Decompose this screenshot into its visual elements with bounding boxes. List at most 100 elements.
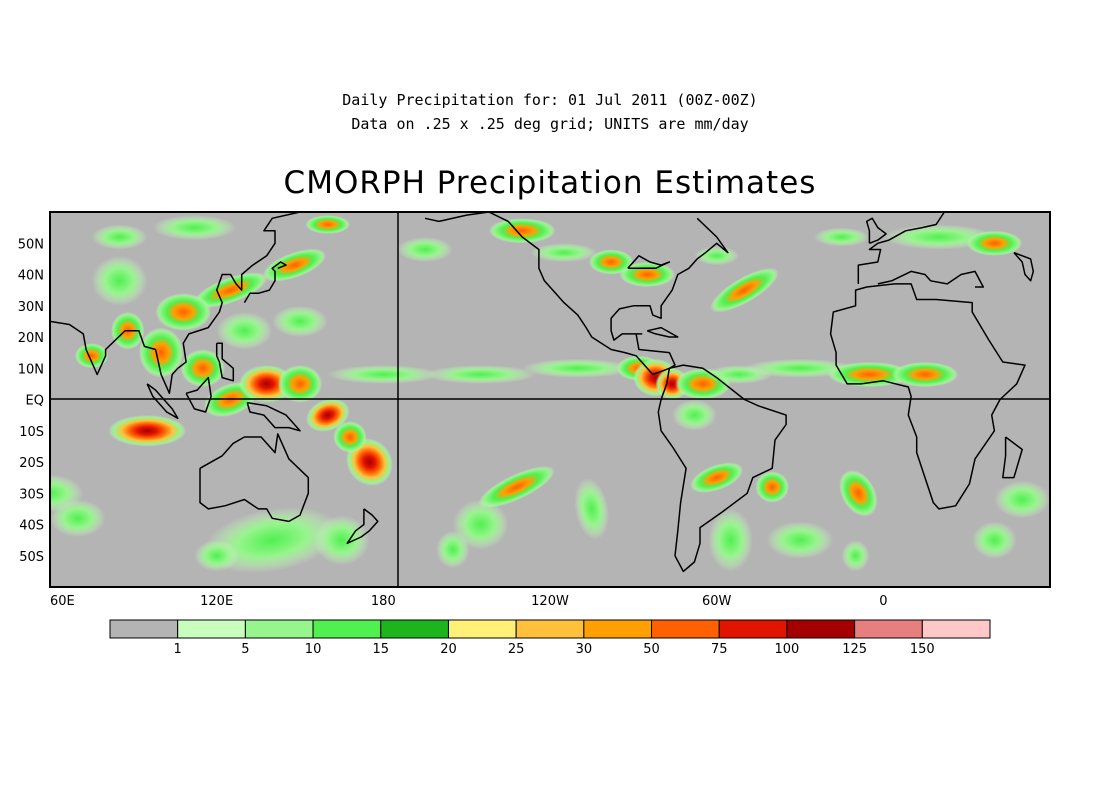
rain-band (262, 248, 327, 282)
rain-band (91, 224, 148, 250)
colorbar-tick-label: 150 (910, 642, 935, 657)
colorbar-tick-label: 50 (643, 642, 660, 657)
rain-band (75, 343, 109, 369)
lat-label: 40N (18, 269, 44, 284)
subtitle-date: Daily Precipitation for: 01 Jul 2011 (00… (342, 91, 758, 109)
colorbar-swatch (651, 619, 720, 639)
rain-band (216, 312, 273, 350)
colorbar-swatch (177, 619, 246, 639)
lat-label: 40S (19, 519, 44, 534)
rain-band (690, 462, 744, 493)
latitude-labels: 50N 40N 30N 20N 10N EQ 10S 20S 30S 40S 50S (18, 237, 44, 565)
rain-band (478, 466, 555, 508)
rain-band (425, 365, 537, 384)
rain-band (530, 243, 598, 262)
rain-band (152, 215, 237, 241)
lat-label: 50N (18, 237, 44, 252)
colorbar-swatch (109, 619, 179, 639)
coastline-newguinea (246, 401, 301, 432)
rain-band (108, 415, 187, 447)
colorbar-tick-label: 100 (775, 642, 800, 657)
lat-label: 30S (19, 487, 44, 502)
coastline-philippines (215, 342, 235, 382)
colorbar-swatch (447, 619, 517, 639)
coastline-sumatra (146, 383, 179, 420)
coastline-japan (243, 261, 287, 303)
precipitation-field (50, 215, 1050, 574)
colorbar-swatch (583, 619, 653, 639)
coastline-madagascar (1002, 436, 1023, 479)
colorbar-swatch (244, 619, 314, 639)
rain-band (327, 365, 439, 384)
rain-band (766, 521, 834, 559)
colorbar-swatch (854, 619, 923, 639)
lat-label: 20S (19, 456, 44, 471)
rain-band (966, 230, 1023, 256)
rain-band (672, 399, 717, 431)
rain-band (305, 215, 350, 234)
colorbar-tick-label: 125 (842, 642, 867, 657)
rain-band (272, 305, 328, 337)
rain-band (397, 237, 453, 262)
coastline-africa (829, 283, 1026, 510)
rain-band (180, 349, 225, 387)
coastline-australia (199, 433, 310, 523)
rain-band (452, 499, 509, 550)
coastline-britain (865, 217, 887, 245)
colorbar-swatch (380, 619, 449, 639)
lon-label: 120E (200, 594, 233, 609)
lat-label: 50S (19, 550, 44, 565)
rain-band (972, 521, 1017, 559)
lon-label: 60E (50, 594, 75, 609)
rain-band (193, 272, 268, 308)
rain-band (708, 508, 753, 572)
lat-label: EQ (26, 394, 44, 409)
rain-band (138, 327, 184, 378)
lon-label: 180 (371, 594, 396, 609)
rain-band (91, 255, 148, 306)
colorbar-tick-label: 20 (440, 642, 457, 657)
rain-band (488, 218, 556, 244)
lat-label: 30N (18, 300, 44, 315)
lon-label: 120W (531, 594, 569, 609)
colorbar-tick-label: 5 (241, 642, 249, 657)
coastlines (50, 212, 1035, 573)
longitude-labels: 60E 120E 180 120W 60W 0 (50, 594, 887, 609)
coastline-caspian (1013, 251, 1035, 282)
rain-band (694, 246, 739, 266)
coastline-mediterranean (877, 270, 985, 288)
rain-band (744, 358, 856, 378)
lat-label: 10N (18, 362, 44, 377)
rain-band (50, 499, 106, 537)
coastline-samerica (657, 364, 787, 573)
rain-band (574, 477, 609, 540)
colorbar-swatch (786, 619, 856, 639)
rain-band (891, 362, 959, 387)
rain-band (522, 358, 634, 378)
colorbar-swatch (718, 619, 788, 639)
coastline-namerica (424, 212, 729, 376)
rain-band (755, 471, 789, 503)
lon-label: 60W (702, 594, 732, 609)
colorbar-swatch (312, 619, 382, 639)
coastline-europe (857, 212, 946, 284)
lat-label: 10S (19, 425, 44, 440)
colorbar-tick-label: 30 (576, 642, 593, 657)
rain-band (841, 540, 870, 572)
coastline-newzealand (346, 508, 379, 545)
colorbar-tick-label: 15 (372, 642, 389, 657)
rain-band (194, 540, 239, 572)
rain-band (155, 293, 212, 331)
rain-band (436, 530, 470, 569)
lon-label: 0 (879, 594, 887, 609)
coastline-borneo (185, 376, 212, 413)
colorbar-legend: 1 5 10 15 20 25 30 50 75 100 125 150 (109, 619, 991, 657)
rain-band (827, 362, 912, 387)
colorbar-tick-label: 1 (174, 642, 182, 657)
subtitle-grid-units: Data on .25 x .25 deg grid; UNITS are mm… (351, 115, 749, 133)
rain-band (238, 365, 295, 403)
colorbar-tick-label: 75 (711, 642, 728, 657)
colorbar-swatch (515, 619, 585, 639)
lat-label: 20N (18, 331, 44, 346)
